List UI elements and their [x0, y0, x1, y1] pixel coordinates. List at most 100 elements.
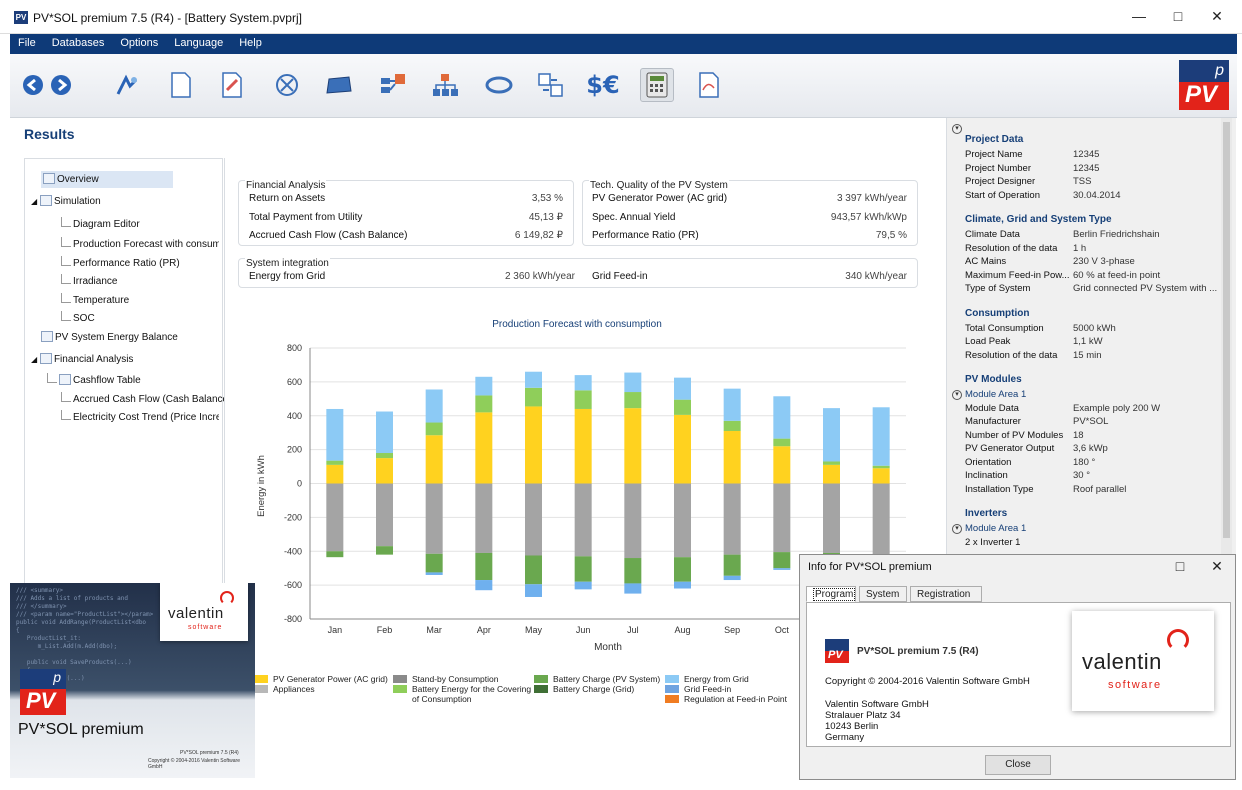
plant-icon[interactable]: [270, 68, 304, 102]
bar-segment: [525, 483, 542, 556]
tree-item-energy-balance[interactable]: PV System Energy Balance: [41, 331, 178, 343]
spec-annual-yield-value: 943,57 kWh/kWp: [830, 212, 907, 223]
project-field-label: Project Designer: [965, 176, 1036, 187]
project-field-label: Module Data: [965, 402, 1019, 414]
legend-label: PV Generator Power (AC grid): [273, 674, 388, 684]
scrollbar-thumb[interactable]: [1223, 122, 1230, 538]
scrollbar[interactable]: [1221, 118, 1232, 554]
menu-help[interactable]: Help: [239, 37, 262, 49]
splash-code-text: /// <summary> /// Adds a list of product…: [16, 587, 154, 690]
tree-item-electricity-cost-trend[interactable]: Electricity Cost Trend (Price Increase: [61, 410, 219, 423]
menu-options[interactable]: Options: [120, 37, 159, 49]
bar-segment: [525, 584, 542, 597]
collapse-icon[interactable]: ▾: [952, 124, 962, 134]
back-icon[interactable]: [16, 68, 50, 102]
y-axis-label: Energy in kWh: [256, 455, 267, 517]
app-icon: PV: [14, 11, 28, 24]
menu-language[interactable]: Language: [174, 37, 224, 49]
x-tick-label: Jan: [328, 625, 343, 635]
bar-segment: [773, 568, 791, 570]
legend-item: PV Generator Power (AC grid): [254, 674, 401, 684]
project-field-value: Roof parallel: [1073, 483, 1127, 495]
tree-item-simulation[interactable]: ◢ Simulation: [31, 195, 101, 207]
climate-icon[interactable]: [110, 68, 144, 102]
maximize-icon[interactable]: □: [1173, 8, 1183, 24]
splash-copyright: Copyright © 2004-2016 Valentin Software …: [148, 758, 240, 770]
tree-item-overview[interactable]: Overview: [41, 171, 173, 188]
valentin-logo-dialog: valentin software: [1072, 611, 1214, 711]
project-field-value: Berlin Friedrichshain: [1073, 229, 1160, 240]
project-field-value: TSS: [1073, 176, 1092, 187]
menu-databases[interactable]: Databases: [51, 37, 105, 49]
tree-item-financial-analysis[interactable]: ◢ Financial Analysis: [31, 353, 134, 365]
bar-segment: [823, 464, 840, 484]
battery-icon[interactable]: [534, 68, 568, 102]
legend-label: Battery Charge (PV System): [553, 674, 661, 684]
tree-item-cashflow-table[interactable]: Cashflow Table: [47, 373, 141, 386]
tab-program[interactable]: Program: [806, 586, 856, 602]
legend-swatch: [665, 695, 679, 703]
bar-segment: [624, 372, 642, 393]
document-icon[interactable]: [164, 68, 198, 102]
system-integration-group: System integration Energy from Grid 2 36…: [238, 258, 918, 288]
bar-segment: [773, 438, 791, 447]
dialog-maximize-icon[interactable]: □: [1175, 558, 1185, 574]
bar-segment: [723, 388, 741, 421]
minimize-icon[interactable]: —: [1132, 8, 1146, 24]
legend-label: Energy from Grid: [684, 674, 749, 684]
bar-segment: [525, 406, 542, 484]
tree-item-soc[interactable]: SOC: [61, 311, 95, 324]
bar-segment: [326, 464, 344, 484]
tree-item-production-forecast[interactable]: Production Forecast with consumptio: [61, 237, 219, 250]
close-icon[interactable]: ✕: [1211, 8, 1223, 24]
bar-segment: [872, 468, 890, 484]
tab-registration[interactable]: Registration: [910, 586, 982, 602]
subsection-title[interactable]: Module Area 1: [965, 389, 1027, 400]
results-icon[interactable]: [640, 68, 674, 102]
edit-document-icon[interactable]: [216, 68, 250, 102]
project-field-label: Resolution of the data: [965, 242, 1058, 254]
bar-segment: [823, 461, 840, 465]
project-field-value: 12345: [1073, 149, 1100, 160]
bar-segment: [674, 557, 691, 582]
accrued-cash-flow-value: 6 149,82 ₽: [514, 230, 563, 241]
subsection-title[interactable]: Module Area 1: [965, 523, 1027, 534]
report-icon[interactable]: [692, 68, 726, 102]
info-dialog: Info for PV*SOL premium □ ✕ Program Syst…: [799, 554, 1236, 780]
bar-segment: [425, 389, 443, 423]
bar-segment: [624, 583, 642, 594]
menu-file[interactable]: File: [18, 37, 36, 49]
financial-icon[interactable]: $€: [586, 71, 620, 99]
legend-item: Grid Feed-in: [665, 684, 812, 694]
section-title: Consumption: [965, 307, 1030, 319]
pv-module-icon[interactable]: [322, 68, 356, 102]
network-icon[interactable]: [428, 68, 462, 102]
project-field-label: Inclination: [965, 470, 1008, 481]
dialog-close-icon[interactable]: ✕: [1211, 558, 1223, 574]
financial-analysis-group: Financial Analysis Return on Assets 3,53…: [238, 180, 574, 246]
tree-item-irradiance[interactable]: Irradiance: [61, 274, 117, 287]
close-button[interactable]: Close: [985, 755, 1051, 775]
cable-icon[interactable]: [482, 68, 516, 102]
legend-label: Battery Energy for the Covering of Consu…: [412, 684, 532, 704]
total-payment-value: 45,13 ₽: [528, 212, 563, 223]
project-field-value: 180 °: [1073, 456, 1096, 468]
bar-segment: [425, 483, 443, 554]
tree-item-temperature[interactable]: Temperature: [61, 293, 129, 306]
tree-item-accrued-cash-flow[interactable]: Accrued Cash Flow (Cash Balance): [61, 392, 231, 405]
tree-item-diagram-editor[interactable]: Diagram Editor: [61, 217, 140, 230]
tree-item-performance-ratio[interactable]: Performance Ratio (PR): [61, 256, 180, 269]
legend-item: Battery Energy for the Covering of Consu…: [393, 684, 534, 704]
collapse-icon[interactable]: ▾: [952, 390, 962, 400]
collapse-icon[interactable]: ▾: [952, 524, 962, 534]
y-tick-label: -800: [284, 614, 302, 624]
tab-system[interactable]: System: [859, 586, 907, 602]
legend-label: Stand-by Consumption: [412, 674, 499, 684]
project-field-label: Manufacturer: [965, 416, 1021, 427]
bar-segment: [574, 581, 592, 590]
project-field-label: Start of Operation: [965, 189, 1040, 201]
forward-icon[interactable]: [44, 68, 78, 102]
dialog-title: Info for PV*SOL premium: [808, 561, 932, 573]
legend-item: Appliances: [254, 684, 401, 694]
inverter-icon[interactable]: [376, 68, 410, 102]
